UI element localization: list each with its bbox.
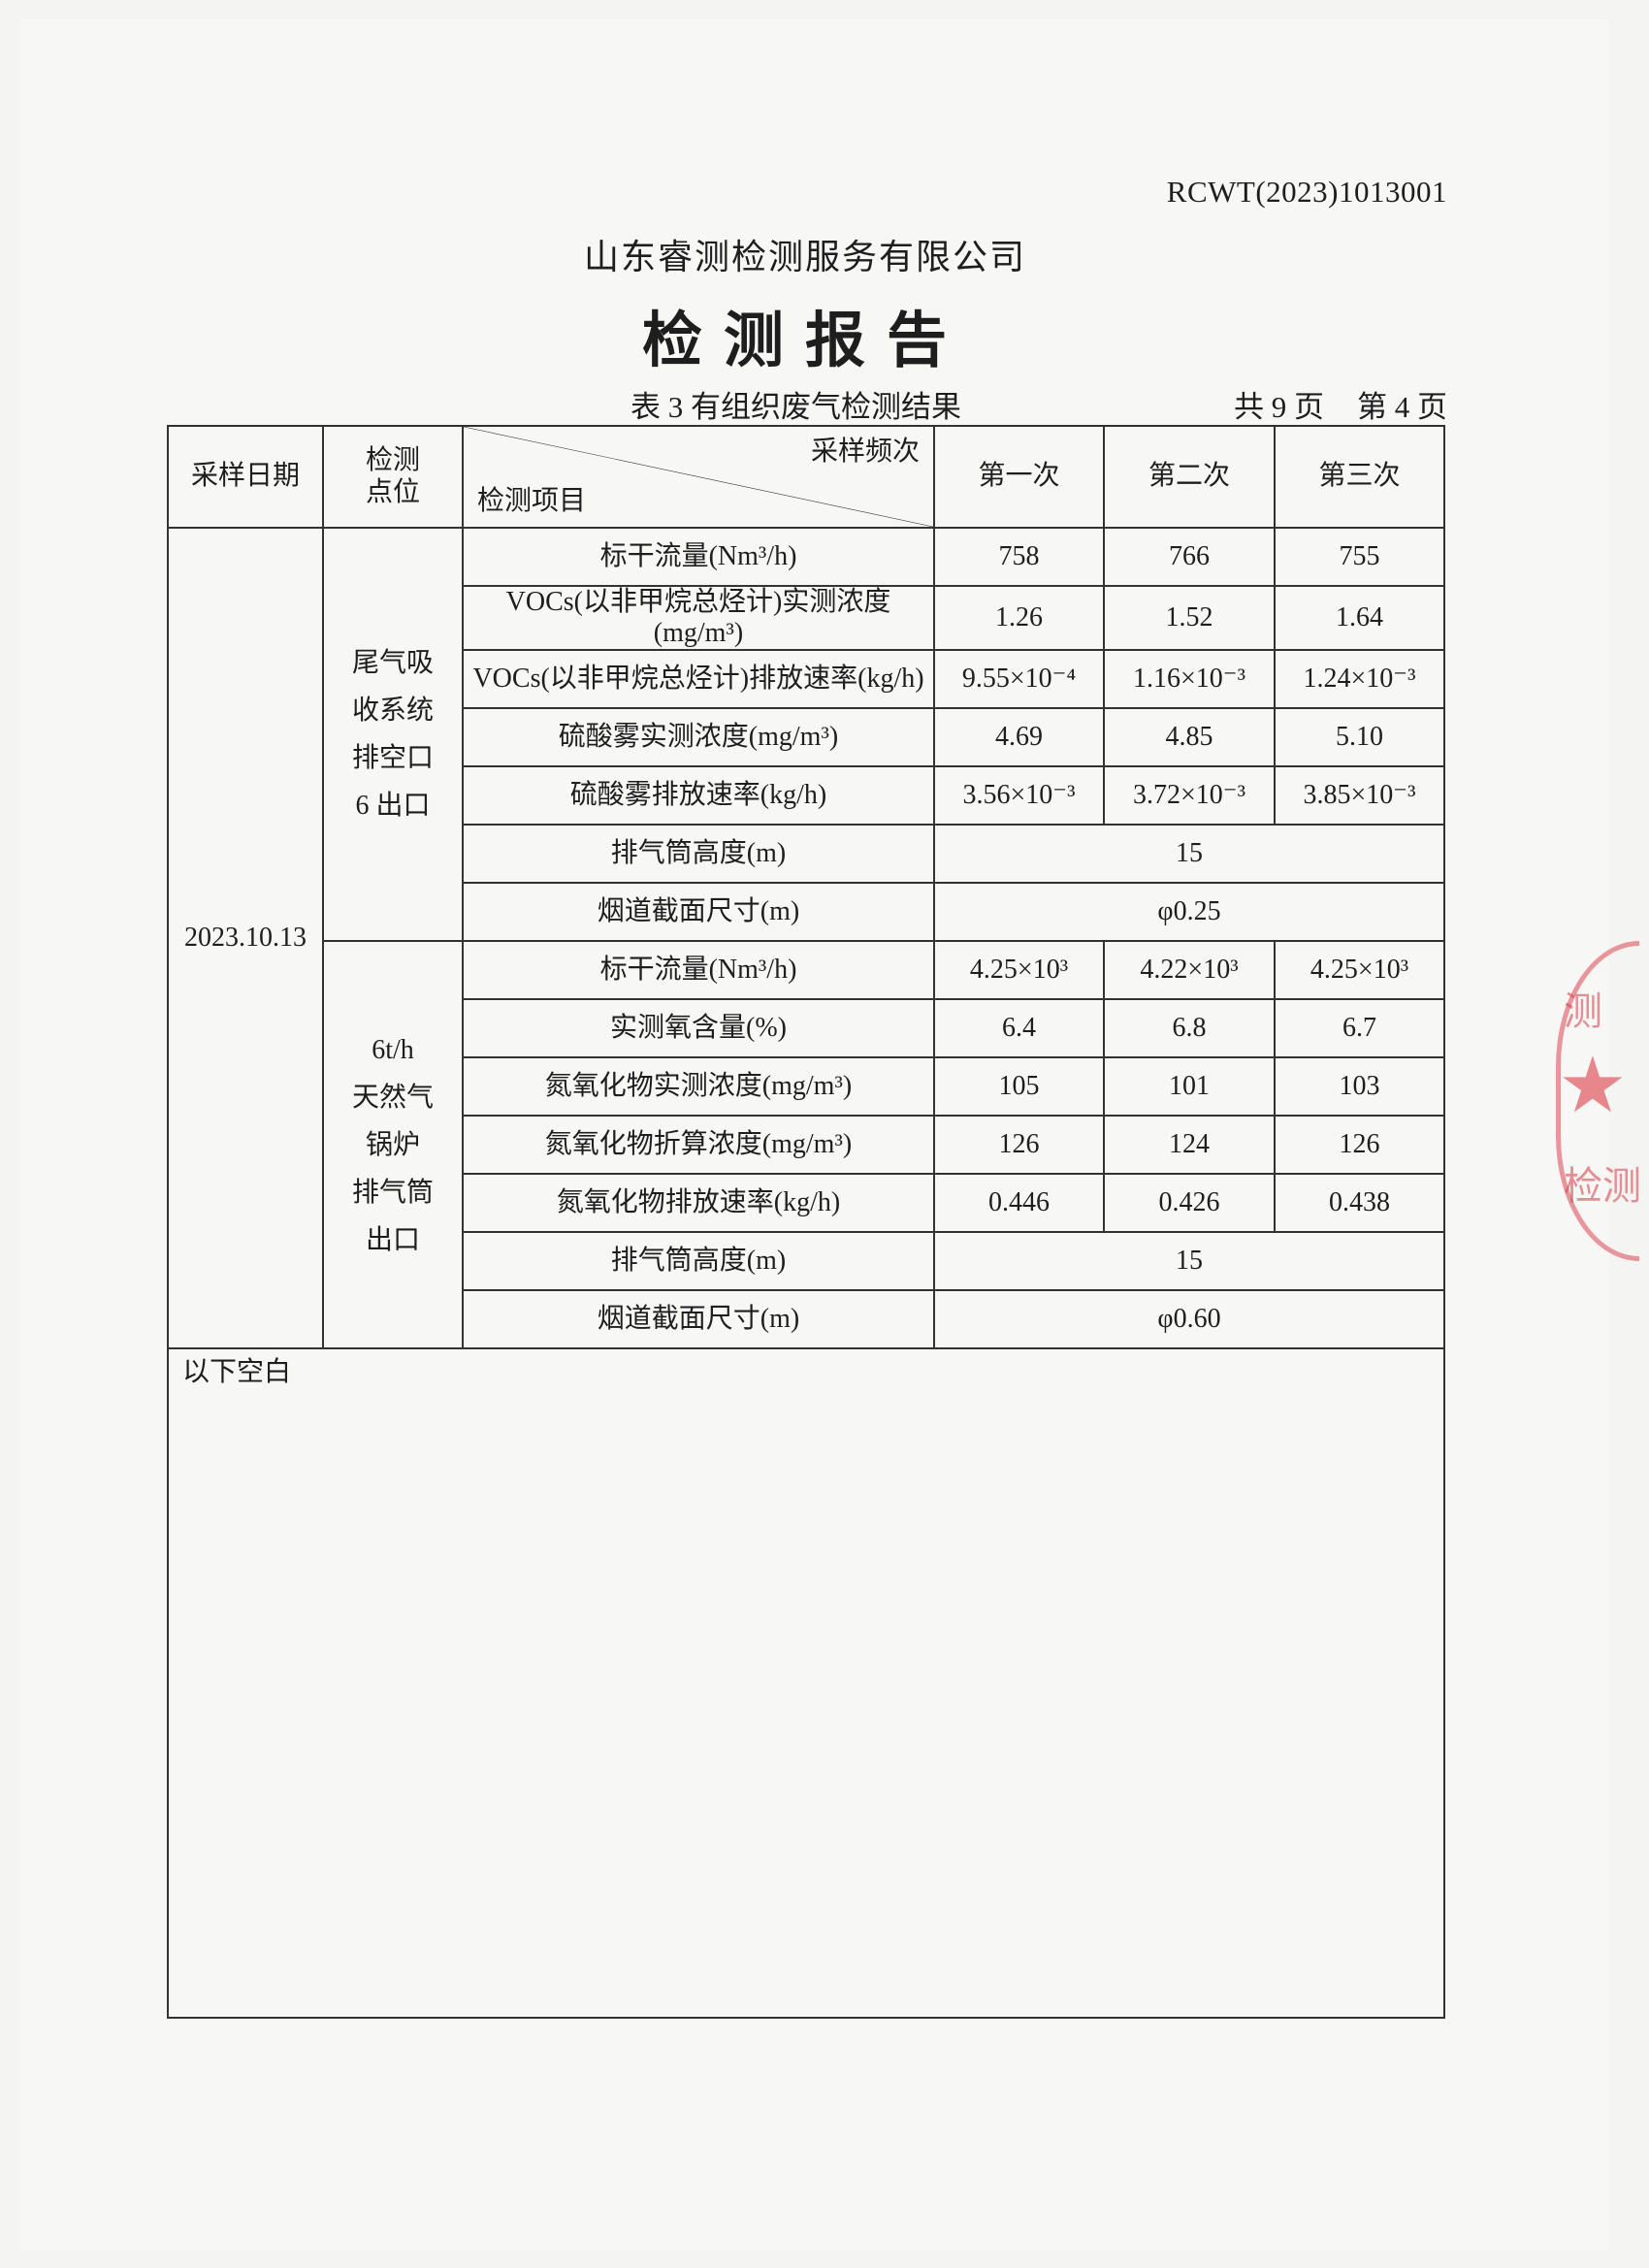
test-item: VOCs(以非甲烷总烃计)实测浓度(mg/m³) (462, 584, 935, 652)
result-value: 1.26 (933, 584, 1105, 652)
monitoring-point: 6t/h 天然气 锅炉 排气筒 出口 (322, 940, 464, 1350)
result-value: 1.52 (1103, 584, 1276, 652)
result-value: 6.4 (933, 998, 1105, 1059)
stamp-text: 检测 (1564, 1164, 1641, 1208)
header-frequency: 采样频次 (810, 437, 920, 467)
header-diagonal-cell: 采样频次 检测项目 (462, 425, 935, 529)
table-row: 2023.10.13 尾气吸 收系统 排空口 6 出口 标干流量(Nm³/h) 758… (167, 526, 1445, 1350)
monitoring-point: 尾气吸 收系统 排空口 6 出口 (322, 526, 464, 943)
table-row: 烟道截面尺寸(m) φ0.25 (168, 882, 1445, 943)
blank-cell: 以下空白 (167, 1347, 1445, 2020)
result-value: 0.438 (1274, 1173, 1445, 1234)
result-value: 1.16×10⁻³ (1103, 649, 1276, 710)
test-item: 氮氧化物实测浓度(mg/m³) (462, 1056, 935, 1118)
merged-value: φ0.25 (933, 882, 1445, 943)
result-value: 0.426 (1103, 1173, 1276, 1234)
table-row: 氮氧化物排放速率(kg/h) 0.446 0.426 0.438 (168, 1173, 1445, 1234)
result-value: 9.55×10⁻⁴ (933, 649, 1105, 710)
table-caption: 表 3 有组织废气检测结果 (630, 390, 961, 424)
table-row: 氮氧化物实测浓度(mg/m³) 105 101 103 (168, 1056, 1445, 1118)
result-value: 4.25×10³ (1274, 940, 1445, 1001)
result-value: 4.85 (1103, 707, 1276, 768)
result-value: 4.69 (933, 707, 1105, 768)
result-value: 1.64 (1274, 584, 1445, 652)
result-value: 6.7 (1274, 998, 1445, 1059)
test-item: VOCs(以非甲烷总烃计)排放速率(kg/h) (462, 649, 935, 710)
result-value: 5.10 (1274, 707, 1445, 768)
result-value: 0.446 (933, 1173, 1105, 1234)
merged-value: 15 (933, 1231, 1445, 1292)
result-value: 6.8 (1103, 998, 1276, 1059)
page-current: 第 4 页 (1357, 390, 1447, 424)
test-item: 标干流量(Nm³/h) (462, 940, 935, 1001)
table-row: 烟道截面尺寸(m) φ0.60 (168, 1289, 1445, 1350)
blank-row: 以下空白 (167, 1347, 1445, 2020)
test-item: 实测氧含量(%) (462, 998, 935, 1059)
result-value: 3.85×10⁻³ (1274, 765, 1445, 826)
table-row: VOCs(以非甲烷总烃计)排放速率(kg/h) 9.55×10⁻⁴ 1.16×10⁻… (168, 649, 1445, 710)
test-item: 氮氧化物排放速率(kg/h) (462, 1173, 935, 1234)
results-table: 采样日期 检测 点位 采样频次 检测项目 第一次 第二次 第三次 2023.10… (167, 425, 1445, 2020)
table-row: 氮氧化物折算浓度(mg/m³) 126 124 126 (168, 1115, 1445, 1176)
table-row: 排气筒高度(m) 15 (168, 824, 1445, 885)
report-title: 检测报告 (641, 308, 968, 374)
stamp-text: 测 (1564, 989, 1602, 1033)
test-item: 标干流量(Nm³/h) (462, 527, 935, 587)
result-value: 758 (933, 527, 1105, 587)
table-row: 6t/h 天然气 锅炉 排气筒 出口 标干流量(Nm³/h) 4.25×10³ 4.2… (168, 940, 1445, 1350)
table-row: 硫酸雾排放速率(kg/h) 3.56×10⁻³ 3.72×10⁻³ 3.85×10⁻³ (168, 765, 1445, 826)
table-row: 硫酸雾实测浓度(mg/m³) 4.69 4.85 5.10 (168, 707, 1445, 768)
result-value: 105 (933, 1056, 1105, 1118)
result-value: 3.72×10⁻³ (1103, 765, 1276, 826)
result-value: 101 (1103, 1056, 1276, 1118)
header-item: 检测项目 (477, 485, 587, 516)
diagonal-line (464, 427, 933, 527)
result-value: 755 (1274, 527, 1445, 587)
header-row: 采样日期 检测 点位 采样频次 检测项目 第一次 第二次 第三次 (167, 425, 1445, 529)
stamp-star-icon: ★ (1558, 1044, 1628, 1129)
header-run-3: 第三次 (1274, 425, 1445, 529)
result-value: 126 (933, 1115, 1105, 1176)
table-row: 排气筒高度(m) 15 (168, 1231, 1445, 1292)
test-item: 烟道截面尺寸(m) (462, 1289, 935, 1350)
merged-value: 15 (933, 824, 1445, 885)
header-run-2: 第二次 (1103, 425, 1276, 529)
test-item: 排气筒高度(m) (462, 1231, 935, 1292)
test-item: 烟道截面尺寸(m) (462, 882, 935, 943)
result-value: 766 (1103, 527, 1276, 587)
sampling-date: 2023.10.13 (167, 526, 324, 1350)
header-point: 检测 点位 (322, 425, 464, 529)
page-info: 共 9 页第 4 页 (1201, 382, 1447, 426)
result-value: 3.56×10⁻³ (933, 765, 1105, 826)
test-item: 硫酸雾排放速率(kg/h) (462, 765, 935, 826)
header-run-1: 第一次 (933, 425, 1105, 529)
result-value: 1.24×10⁻³ (1274, 649, 1445, 710)
test-item: 氮氧化物折算浓度(mg/m³) (462, 1115, 935, 1176)
report-number: RCWT(2023)1013001 (1166, 175, 1447, 209)
table-row: 实测氧含量(%) 6.4 6.8 6.7 (168, 998, 1445, 1059)
merged-value: φ0.60 (933, 1289, 1445, 1350)
result-value: 4.22×10³ (1103, 940, 1276, 1001)
header-date: 采样日期 (167, 425, 324, 529)
table-row: VOCs(以非甲烷总烃计)实测浓度(mg/m³) 1.26 1.52 1.64 (168, 584, 1445, 652)
test-item: 排气筒高度(m) (462, 824, 935, 885)
result-value: 4.25×10³ (933, 940, 1105, 1001)
company-name: 山东睿测检测服务有限公司 (583, 238, 1026, 276)
result-value: 103 (1274, 1056, 1445, 1118)
footer-note: 以下空白 (182, 1357, 292, 1388)
page-total: 共 9 页 (1234, 390, 1324, 424)
result-value: 126 (1274, 1115, 1445, 1176)
test-item: 硫酸雾实测浓度(mg/m³) (462, 707, 935, 768)
result-value: 124 (1103, 1115, 1276, 1176)
